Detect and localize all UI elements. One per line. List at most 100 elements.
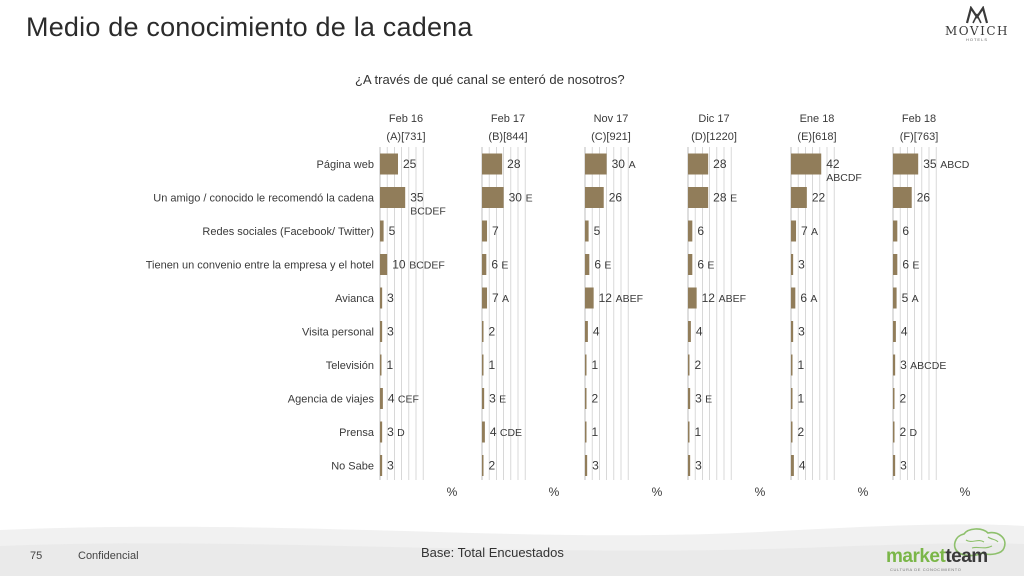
bar [688,287,697,309]
significance-label: CEF [398,394,419,406]
bar-value-label: 4 [490,425,497,439]
bar [482,287,488,309]
bar-value-label: 35 [410,191,424,205]
bar [893,287,897,309]
bar [893,254,898,275]
series-name-label: Feb 17 [491,113,525,125]
bar-value-label: 1 [592,358,599,372]
bar [380,354,382,376]
unit-label: % [755,485,766,499]
bar [791,354,793,376]
bar-value-label: 28 [713,191,727,205]
series-name-label: Dic 17 [698,113,729,125]
bar-value-label: 28 [713,157,727,171]
bar [585,455,588,476]
series-name-label: Nov 17 [594,113,629,125]
series-base-label: (E)[618] [797,131,836,143]
category-label: Página web [317,159,375,171]
bar-value-label: 12 [599,291,613,305]
bar-value-label: 3 [695,459,702,473]
bar-value-label: 35 [923,157,937,171]
page-title: Medio de conocimiento de la cadena [26,12,473,42]
bar-value-label: 3 [387,425,394,439]
bar [893,388,895,409]
bar-value-label: 6 [902,258,909,272]
bar-value-label: 2 [489,459,496,473]
bar [688,388,691,409]
bar [380,421,383,443]
bar-value-label: 12 [702,291,716,305]
bar [688,153,709,175]
bar [585,354,587,376]
bar-value-label: 22 [812,191,826,205]
bar-value-label: 25 [403,157,417,171]
bar [688,220,693,242]
bar [482,421,485,443]
bar [585,220,589,242]
bar [791,421,793,443]
significance-label: D [397,427,405,439]
bar-value-label: 2 [489,325,496,339]
marketteam-logo-text: marketteam [886,546,988,567]
movich-logo-text: MOVICH [945,24,1009,38]
series-base-label: (F)[763] [900,131,939,143]
bar [893,421,895,443]
bar [791,220,797,242]
significance-label: A [912,293,919,305]
marketteam-logo: marketteam CULTURA DE CONOCIMIENTO [880,528,1016,574]
base-note: Base: Total Encuestados [421,545,564,560]
bar [380,321,383,342]
bar [893,455,896,476]
bar [585,421,587,443]
significance-label: E [526,193,533,205]
bar [791,287,796,309]
bar [585,254,590,275]
bar-value-label: 7 [492,224,499,238]
bar [380,455,383,476]
significance-label: E [730,193,737,205]
significance-label: ABEF [719,293,746,305]
bar [482,455,484,476]
significance-label: ABCDE [910,360,946,372]
bar-value-label: 3 [489,392,496,406]
bar-value-label: 5 [594,224,601,238]
series-name-label: Feb 16 [389,113,423,125]
movich-logo: MOVICH HOTELS [938,6,1016,46]
bar-value-label: 1 [489,358,496,372]
bar-value-label: 1 [695,425,702,439]
significance-label: A [629,159,636,171]
bar [482,254,487,275]
category-label: Avianca [335,293,375,305]
footer-wave [0,524,1024,576]
bar [791,455,794,476]
significance-label: E [604,260,611,272]
significance-label: E [499,394,506,406]
bar-value-label: 4 [799,459,806,473]
bar-value-label: 4 [901,325,908,339]
bar [380,388,383,409]
significance-label: E [501,260,508,272]
unit-label: % [960,485,971,499]
bar-value-label: 3 [387,291,394,305]
bar-value-label: 4 [696,325,703,339]
category-label: Visita personal [302,327,374,339]
category-label: Un amigo / conocido le recomendó la cade… [153,193,375,205]
movich-logo-subtext: HOTELS [965,37,988,42]
bar-value-label: 4 [593,325,600,339]
significance-label: A [810,293,817,305]
confidential-label: Confidencial [78,550,139,562]
significance-label: A [502,293,509,305]
bar [791,187,807,208]
bar-value-label: 6 [697,258,704,272]
unit-label: % [549,485,560,499]
bar [380,287,383,309]
series-base-label: (B)[844] [488,131,527,143]
significance-label: BCDEF [409,260,445,272]
series-base-label: (A)[731] [386,131,425,143]
bar-value-label: 6 [902,224,909,238]
bar [380,254,388,275]
series-name-label: Ene 18 [800,113,835,125]
bar-value-label: 3 [387,325,394,339]
bar [380,153,398,175]
bar-value-label: 3 [798,325,805,339]
